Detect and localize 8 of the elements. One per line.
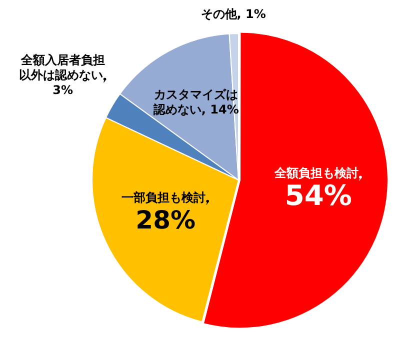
slice-label: 全額負担も検討	[273, 166, 358, 180]
data-label: 54%	[284, 178, 352, 212]
data-label: 28%	[136, 205, 196, 234]
data-label: 3%	[52, 83, 74, 98]
slice-label: 一部負担も検討	[122, 190, 206, 204]
slice-label: 全額入居者負担以外は認めない	[18, 53, 105, 82]
slice-label: カスタマイズは認めない, 14%	[152, 88, 239, 117]
slice-label: その他, 1%	[200, 7, 266, 22]
